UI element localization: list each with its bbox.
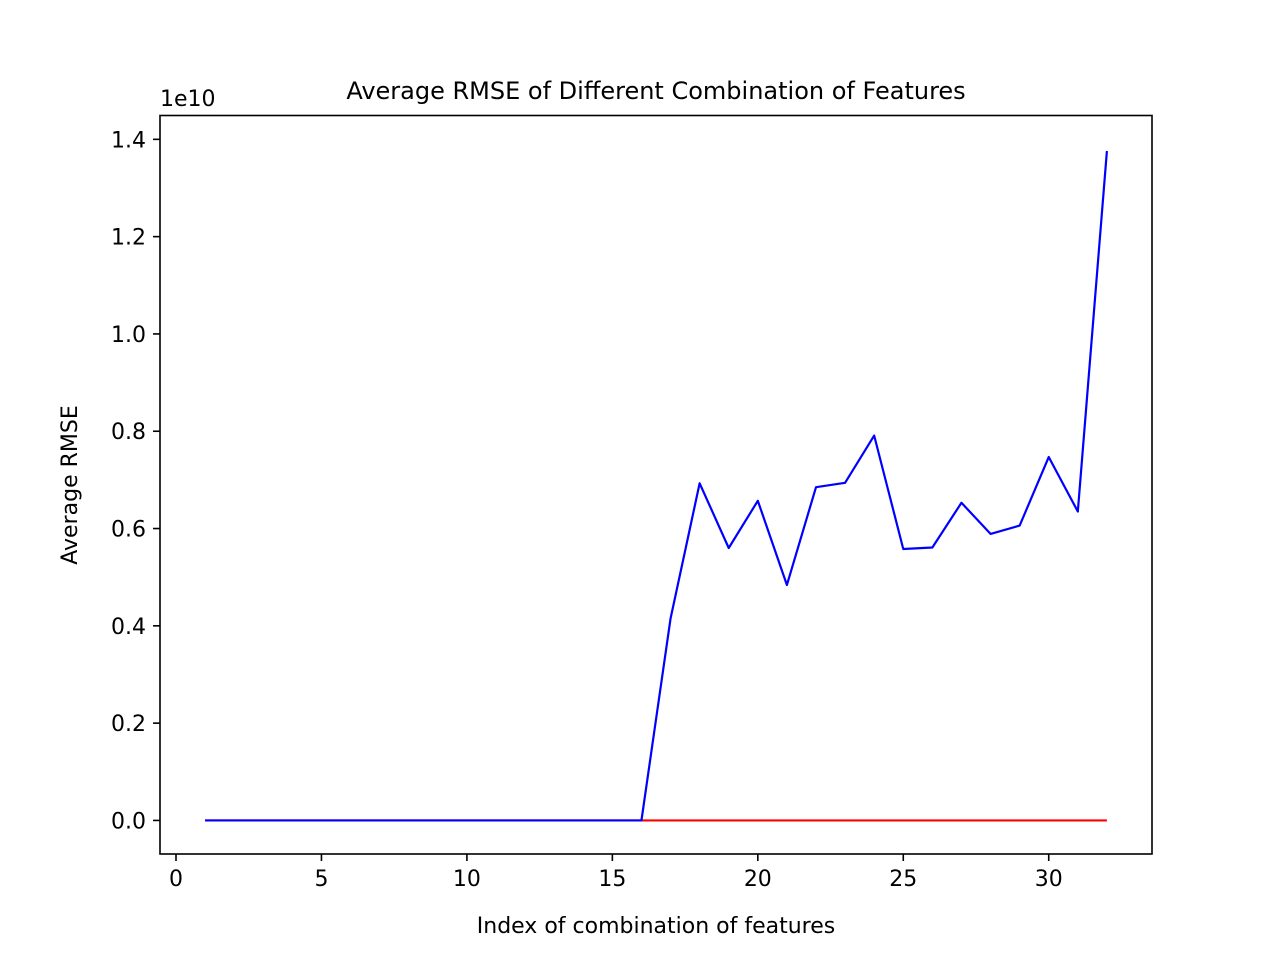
y-tick-label: 1.4: [111, 128, 146, 153]
y-offset-label: 1e10: [160, 87, 216, 112]
chart-title: Average RMSE of Different Combination of…: [346, 77, 965, 105]
y-axis-label: Average RMSE: [58, 405, 83, 564]
y-axis: 0.0 0.2 0.4 0.6 0.8 1.0 1.2 1.4: [111, 128, 160, 834]
x-tick-label: 30: [1035, 867, 1063, 892]
y-tick-label: 1.2: [111, 226, 146, 251]
plot-frame: [159, 114, 1153, 855]
x-tick-label: 10: [453, 867, 481, 892]
x-axis: 0 5 10 15 20 25 30: [169, 854, 1063, 892]
y-tick-label: 0.0: [111, 809, 146, 834]
x-axis-label: Index of combination of features: [477, 914, 835, 939]
x-tick-label: 25: [889, 867, 917, 892]
series-line-2: [205, 150, 1109, 822]
y-tick-label: 0.6: [111, 518, 146, 543]
x-tick-label: 0: [169, 867, 183, 892]
y-tick-label: 1.0: [111, 323, 146, 348]
y-tick-label: 0.2: [111, 712, 146, 737]
x-tick-label: 15: [598, 867, 626, 892]
y-tick-label: 0.8: [111, 420, 146, 445]
series-layer: [205, 150, 1109, 822]
x-tick-label: 20: [744, 867, 772, 892]
x-tick-label: 5: [314, 867, 328, 892]
y-tick-label: 0.4: [111, 615, 146, 640]
